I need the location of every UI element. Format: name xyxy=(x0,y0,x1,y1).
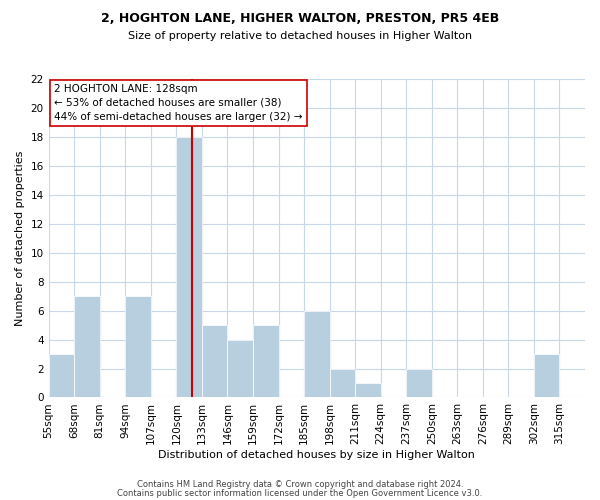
Bar xyxy=(304,310,329,398)
Bar xyxy=(125,296,151,398)
Bar xyxy=(253,325,278,398)
Bar xyxy=(534,354,559,398)
Bar xyxy=(355,383,380,398)
Text: Contains public sector information licensed under the Open Government Licence v3: Contains public sector information licen… xyxy=(118,489,482,498)
Y-axis label: Number of detached properties: Number of detached properties xyxy=(15,150,25,326)
Bar xyxy=(74,296,100,398)
Bar xyxy=(176,137,202,398)
Bar xyxy=(227,340,253,398)
Bar xyxy=(202,325,227,398)
Bar xyxy=(329,368,355,398)
Bar xyxy=(49,354,74,398)
X-axis label: Distribution of detached houses by size in Higher Walton: Distribution of detached houses by size … xyxy=(158,450,475,460)
Text: Size of property relative to detached houses in Higher Walton: Size of property relative to detached ho… xyxy=(128,31,472,41)
Text: 2 HOGHTON LANE: 128sqm
← 53% of detached houses are smaller (38)
44% of semi-det: 2 HOGHTON LANE: 128sqm ← 53% of detached… xyxy=(54,84,302,122)
Bar xyxy=(406,368,432,398)
Text: Contains HM Land Registry data © Crown copyright and database right 2024.: Contains HM Land Registry data © Crown c… xyxy=(137,480,463,489)
Text: 2, HOGHTON LANE, HIGHER WALTON, PRESTON, PR5 4EB: 2, HOGHTON LANE, HIGHER WALTON, PRESTON,… xyxy=(101,12,499,26)
